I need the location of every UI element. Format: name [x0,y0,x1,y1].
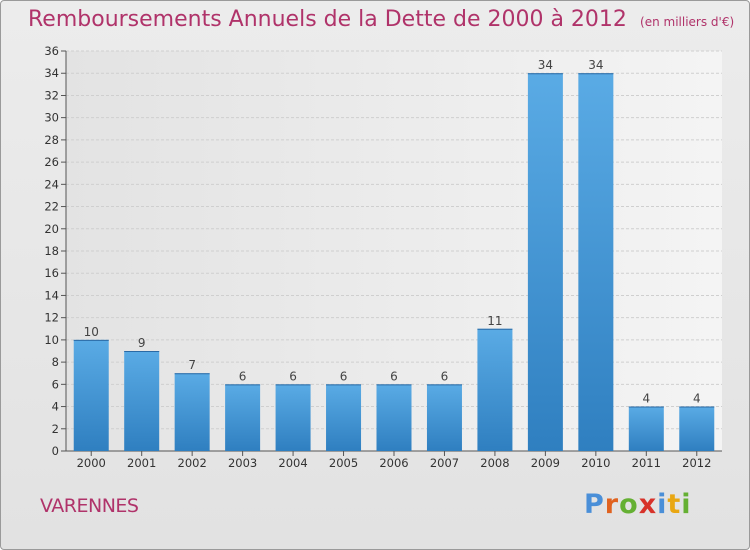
x-tick-label: 2000 [77,456,106,470]
x-tick-label: 2012 [682,456,711,470]
y-tick-label: 0 [52,444,59,458]
x-tick-label: 2006 [379,456,408,470]
data-label: 4 [642,392,650,406]
x-tick-label: 2008 [480,456,509,470]
x-tick-label: 2007 [430,456,459,470]
bar [376,384,412,451]
data-label: 11 [487,314,502,328]
y-tick-label: 4 [52,400,59,414]
y-tick-label: 18 [44,244,59,258]
data-label: 6 [340,369,348,383]
y-tick-label: 12 [44,311,59,325]
y-tick-label: 36 [44,44,59,58]
bar [426,384,462,451]
town-name: VARENNES [40,495,139,517]
data-label: 6 [390,369,398,383]
x-tick-label: 2001 [127,456,156,470]
bar [326,384,362,451]
data-label: 6 [289,369,297,383]
y-tick-label: 14 [44,288,59,302]
bar [174,373,210,451]
chart-title-text: Remboursements Annuels de la Dette de 20… [28,7,627,32]
y-tick-label: 10 [44,333,59,347]
bar [628,406,664,451]
x-tick-label: 2003 [228,456,257,470]
bar [679,406,715,451]
y-tick-label: 34 [44,66,59,80]
chart-unit-note: (en milliers d'€) [640,15,735,29]
proxiti-logo: Proxiti [584,489,692,520]
y-tick-label: 32 [44,88,59,102]
bar [527,73,563,451]
bar [225,384,261,451]
data-label: 10 [84,325,99,339]
data-label: 4 [693,392,701,406]
y-tick-label: 8 [52,355,59,369]
chart-title: Remboursements Annuels de la Dette de 20… [28,7,734,32]
bar [275,384,311,451]
y-tick-label: 26 [44,155,59,169]
bar [124,351,160,451]
x-tick-label: 2005 [329,456,358,470]
y-tick-label: 6 [52,377,59,391]
y-tick-label: 20 [44,222,59,236]
data-label: 7 [188,358,196,372]
data-label: 6 [441,369,449,383]
y-tick-label: 16 [44,266,59,280]
bar [73,339,109,451]
x-tick-label: 2004 [278,456,307,470]
bar [477,328,513,451]
y-tick-label: 30 [44,111,59,125]
y-tick-label: 28 [44,133,59,147]
x-tick-label: 2002 [178,456,207,470]
data-label: 34 [538,58,553,72]
data-label: 6 [239,369,247,383]
x-tick-label: 2010 [581,456,610,470]
y-tick-label: 24 [44,177,59,191]
x-tick-label: 2011 [632,456,661,470]
data-label: 34 [588,58,603,72]
y-tick-label: 2 [52,422,59,436]
x-tick-label: 2009 [531,456,560,470]
bar [578,73,614,451]
data-label: 9 [138,336,146,350]
y-tick-label: 22 [44,200,59,214]
